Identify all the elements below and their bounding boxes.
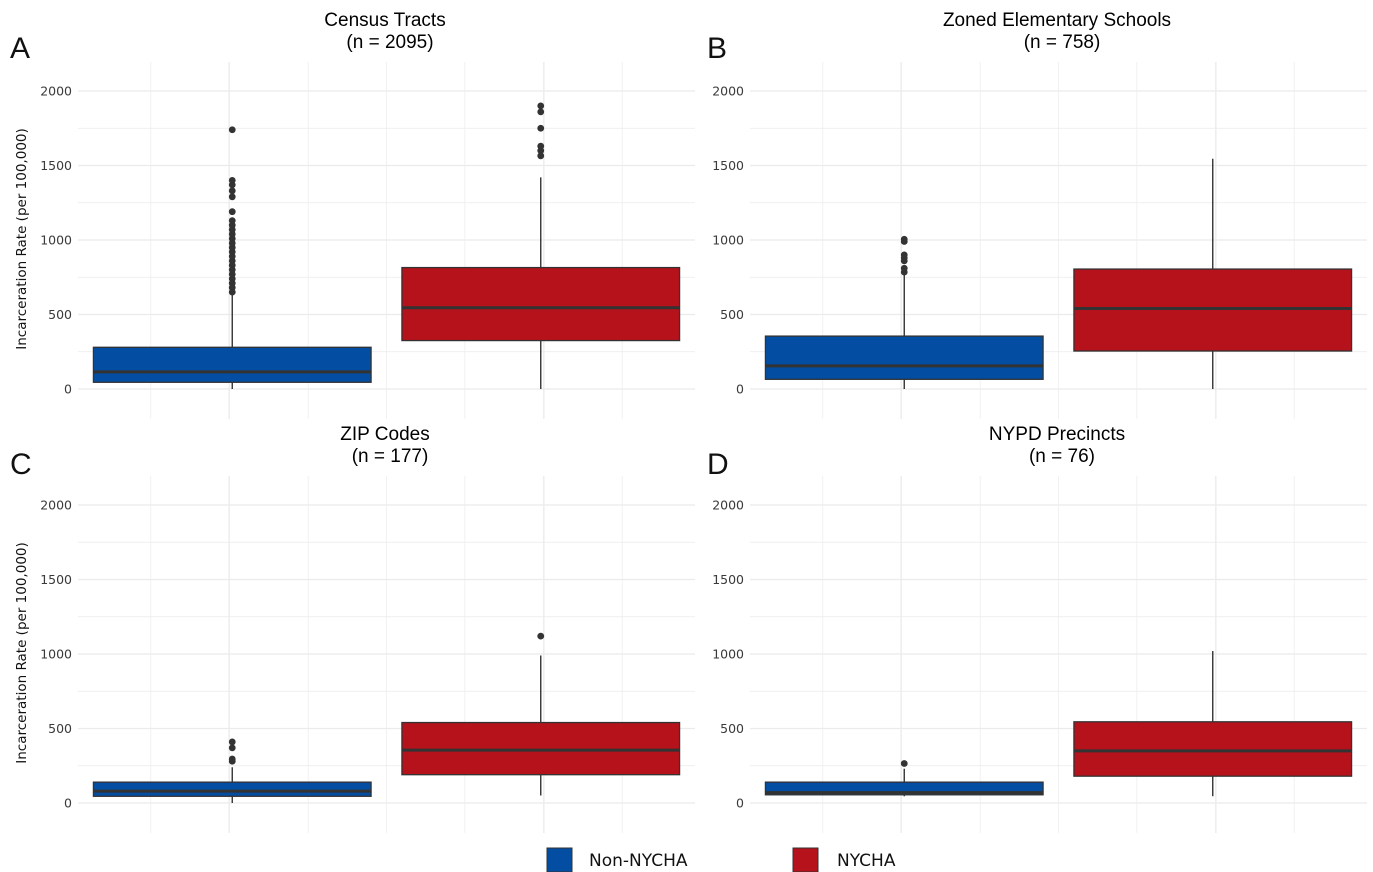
panel-letter: B (707, 32, 727, 65)
outlier-point (537, 108, 545, 116)
y-tick-label: 0 (736, 382, 744, 397)
panel-title: NYPD Precincts (989, 424, 1125, 445)
panel-title: ZIP Codes (340, 424, 429, 445)
panel-subtitle: (n = 76) (1029, 446, 1095, 467)
legend-key-non-nycha (546, 847, 573, 872)
y-tick-label: 2000 (40, 498, 72, 513)
outlier-point (537, 124, 545, 132)
outlier-point (228, 744, 236, 752)
panels: 0 500 1000 1500 2000 Incarceration Rate (per … (10, 10, 1367, 833)
box-non-nycha (92, 126, 372, 389)
outlier-point (228, 126, 236, 134)
outlier-point (228, 208, 236, 216)
outlier-point (537, 102, 545, 110)
outlier-point (228, 217, 236, 225)
box-non-nycha (92, 738, 372, 803)
outlier-point (537, 152, 545, 160)
box-nycha (1073, 651, 1353, 797)
outlier-point (900, 251, 908, 259)
panel-d: 0 500 1000 1500 2000 NYPD Precincts(n = 76) D (707, 424, 1367, 833)
box-iqr (401, 266, 681, 342)
y-tick-label: 0 (64, 382, 72, 397)
legend: Non-NYCHA NYCHA (546, 847, 896, 872)
panel-c: 0 500 1000 1500 2000 Incarceration Rate (per … (10, 424, 695, 833)
panel-b: 0 500 1000 1500 2000 Zoned Elementary Schools… (707, 10, 1367, 419)
y-tick-label: 1000 (40, 233, 72, 248)
legend-label-nycha: NYCHA (837, 851, 896, 871)
outlier-point (228, 193, 236, 201)
box-nycha (1073, 158, 1353, 389)
panel-subtitle: (n = 2095) (346, 32, 433, 53)
y-axis-label: Incarceration Rate (per 100,000) (14, 128, 30, 350)
outlier-point (900, 235, 908, 243)
outlier-point (228, 177, 236, 184)
legend-label-non-nycha: Non-NYCHA (589, 851, 688, 871)
y-tick-label: 1500 (712, 572, 744, 587)
y-tick-label: 500 (720, 307, 744, 322)
box-iqr (92, 781, 372, 797)
y-tick-label: 2000 (40, 84, 72, 99)
y-tick-label: 0 (64, 796, 72, 811)
y-tick-label: 1000 (712, 233, 744, 248)
outlier-point (900, 264, 908, 272)
outlier-point (228, 187, 236, 195)
panel-subtitle: (n = 177) (352, 446, 429, 467)
y-tick-label: 500 (48, 721, 72, 736)
y-tick-label: 0 (736, 796, 744, 811)
box-iqr (1073, 721, 1353, 777)
panel-letter: C (10, 448, 32, 481)
y-tick-label: 500 (720, 721, 744, 736)
y-tick-label: 1500 (40, 572, 72, 587)
y-tick-label: 1500 (712, 158, 744, 173)
outlier-point (228, 738, 236, 746)
box-non-nycha (764, 760, 1044, 797)
outlier-point (537, 632, 545, 640)
panel-letter: A (10, 32, 30, 65)
panel-subtitle: (n = 758) (1024, 32, 1101, 53)
y-tick-label: 2000 (712, 498, 744, 513)
box-iqr (92, 346, 372, 383)
y-tick-label: 1000 (712, 647, 744, 662)
outlier-point (228, 755, 236, 763)
legend-key-nycha (792, 847, 819, 872)
box-nycha (401, 632, 681, 796)
box-non-nycha (764, 235, 1044, 389)
y-tick-label: 1000 (40, 647, 72, 662)
outlier-point (537, 142, 545, 150)
panel-a: 0 500 1000 1500 2000 Incarceration Rate (per … (10, 10, 695, 419)
y-tick-label: 2000 (712, 84, 744, 99)
y-tick-label: 1500 (40, 158, 72, 173)
panel-title: Zoned Elementary Schools (943, 10, 1171, 31)
y-tick-label: 500 (48, 307, 72, 322)
outlier-point (900, 760, 908, 767)
panel-letter: D (707, 448, 729, 481)
box-nycha (401, 102, 681, 389)
box-iqr (764, 335, 1044, 380)
y-axis-label: Incarceration Rate (per 100,000) (14, 542, 30, 764)
panel-title: Census Tracts (324, 10, 445, 31)
